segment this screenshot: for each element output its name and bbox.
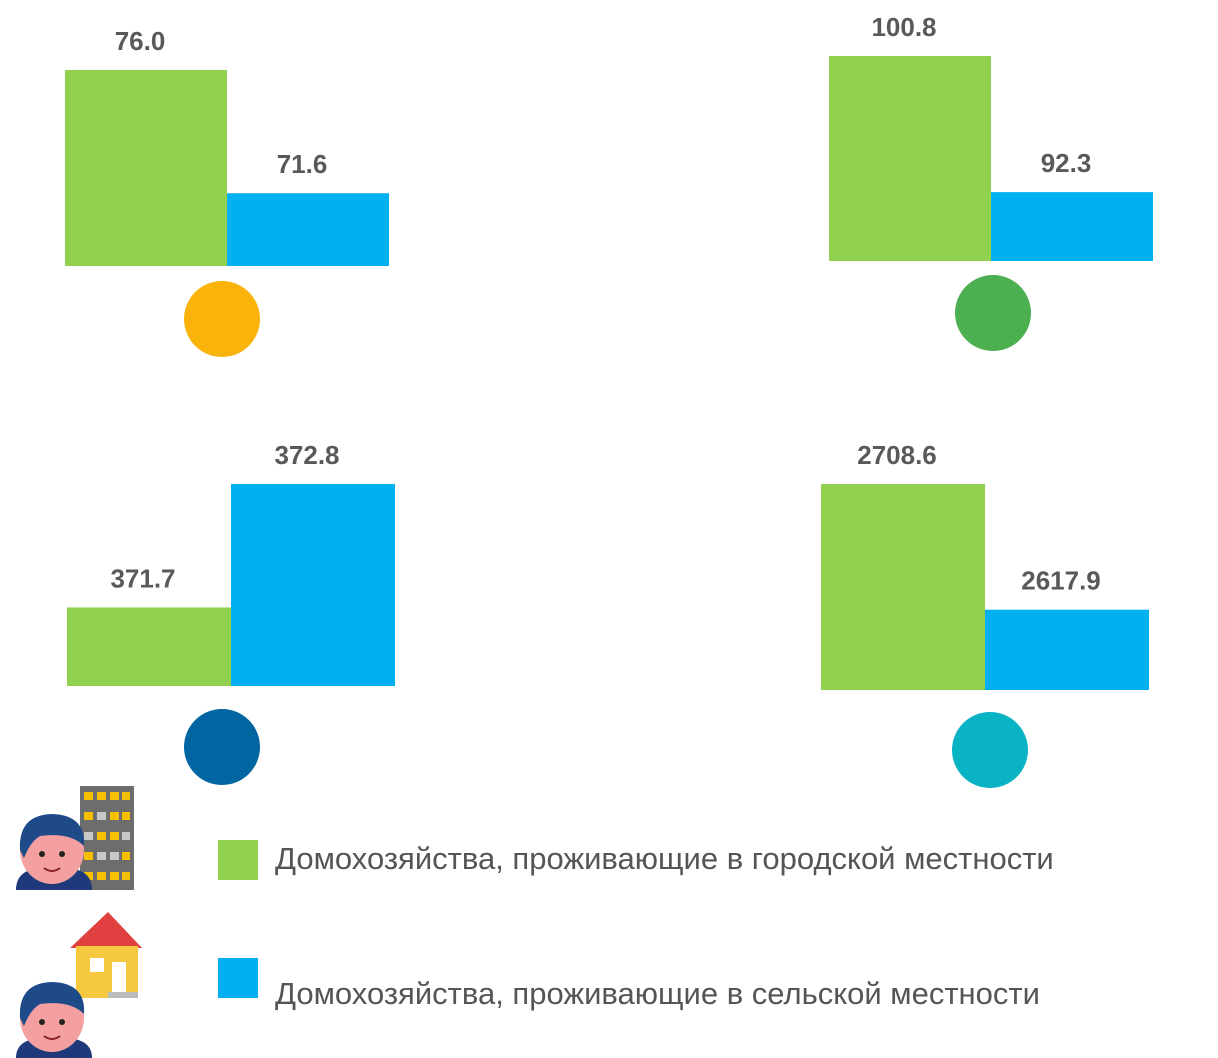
bar [991,192,1153,261]
urban-icon [16,786,134,890]
category-marker [955,275,1031,351]
category-marker [184,281,260,357]
bar [985,609,1149,690]
legend-label: Домохозяйства, проживающие в сельской ме… [275,976,1040,1011]
value-label: 76.0 [115,26,166,56]
bar [227,193,389,266]
value-label: 92.3 [1041,148,1092,178]
bar [231,484,395,686]
value-label: 2617.9 [1021,566,1101,596]
value-label: 371.7 [110,563,175,593]
rural-icon [16,912,142,1058]
value-label: 2708.6 [857,440,937,470]
category-marker [952,712,1028,788]
bar [821,484,985,690]
legend-label: Домохозяйства, проживающие в городской м… [275,841,1054,876]
legend-swatch [218,840,258,880]
category-marker [184,709,260,785]
bar [67,607,231,686]
value-label: 100.8 [871,12,936,42]
value-label: 71.6 [277,149,328,179]
bar [829,56,991,261]
value-label: 372.8 [274,440,339,470]
legend-swatch [218,958,258,998]
bar [65,70,227,266]
